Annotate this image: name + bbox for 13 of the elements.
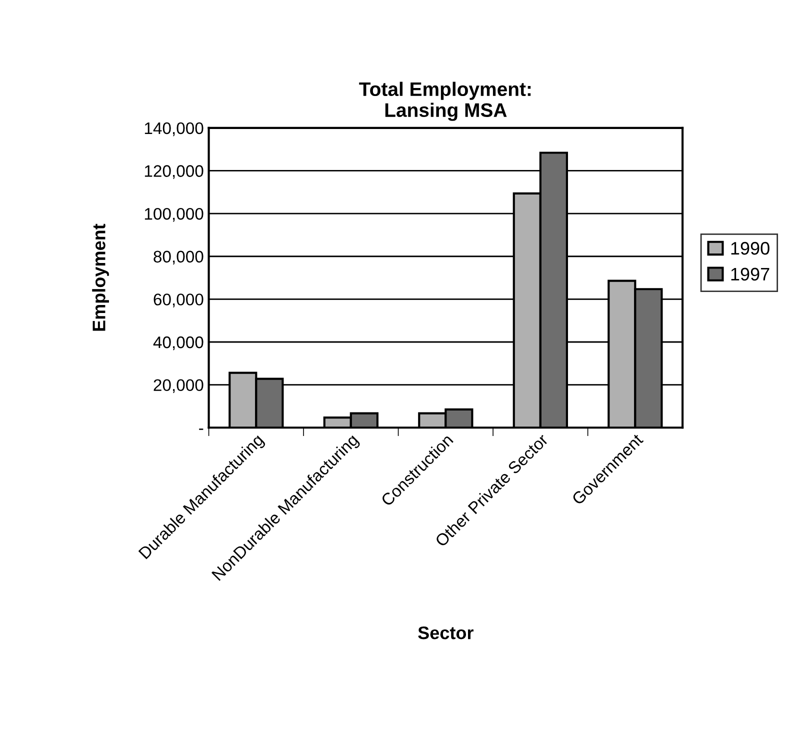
- y-tick-label: 40,000: [153, 336, 204, 350]
- legend-label: 1997: [731, 268, 770, 281]
- y-tick-label: 80,000: [154, 250, 204, 265]
- chart-title: Total Employment: Lansing MSA: [359, 82, 531, 121]
- x-axis-title: Sector: [418, 626, 474, 640]
- y-tick-label: 140,000: [144, 122, 204, 136]
- y-tick-label: -: [199, 428, 204, 430]
- y-tick-label: 60,000: [154, 294, 204, 308]
- legend-label: 1990: [731, 242, 770, 255]
- y-tick-label: 100,000: [144, 208, 204, 222]
- y-axis-title: Employment: [92, 224, 109, 331]
- y-tick-label: 20,000: [154, 379, 204, 393]
- y-tick-label: 120,000: [144, 165, 204, 179]
